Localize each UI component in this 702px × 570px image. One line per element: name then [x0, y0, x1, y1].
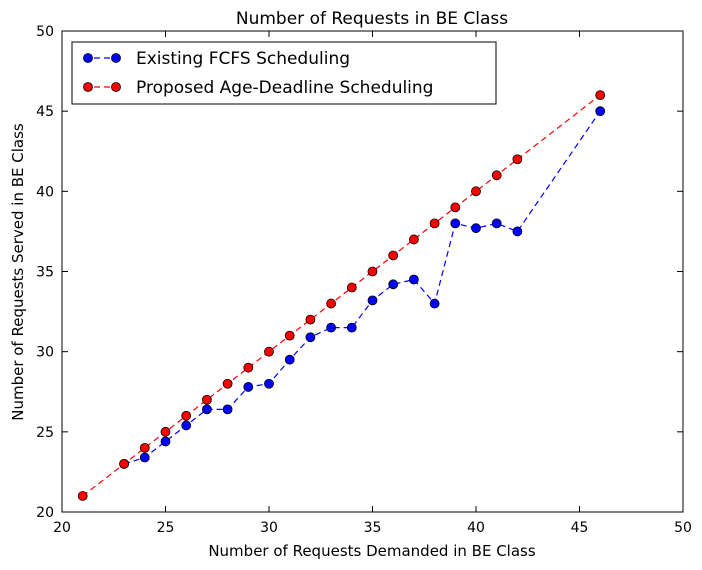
legend-label: Proposed Age-Deadline Scheduling: [136, 78, 433, 98]
data-point: [181, 420, 192, 431]
data-point: [388, 250, 399, 261]
x-tick-label: 30: [260, 520, 278, 536]
x-axis: 20 25 30 35 40 45 50: [53, 31, 692, 536]
data-point: [367, 266, 378, 277]
data-point: [471, 186, 481, 197]
x-tick-label: 45: [571, 520, 589, 536]
series-2: [77, 90, 606, 501]
legend-marker: [111, 53, 121, 63]
data-point: [595, 90, 606, 101]
legend-item: Existing FCFS Scheduling: [83, 49, 350, 69]
data-point: [160, 436, 171, 447]
legend-label: Existing FCFS Scheduling: [136, 49, 350, 69]
y-tick-label: 40: [36, 184, 54, 200]
legend: Existing FCFS Scheduling Proposed Age-Dea…: [71, 41, 497, 105]
y-tick-label: 25: [36, 425, 54, 441]
data-point: [429, 218, 440, 229]
legend-box: [71, 41, 497, 105]
data-point: [326, 298, 337, 309]
data-point: [139, 452, 150, 463]
data-point: [243, 382, 254, 392]
data-point: [491, 170, 502, 181]
data-point: [264, 346, 274, 357]
data-point: [450, 218, 461, 229]
x-tick-label: 20: [53, 520, 71, 536]
x-tick-label: 50: [674, 520, 692, 536]
y-tick-label: 35: [36, 265, 54, 281]
data-point: [264, 378, 274, 389]
data-point: [491, 218, 502, 229]
data-point: [408, 274, 419, 285]
series-layer: [77, 90, 606, 501]
y-axis-label: Number of Requests Served in BE Class: [9, 123, 27, 421]
y-tick-label: 50: [36, 24, 54, 40]
data-point: [408, 234, 419, 245]
data-point: [181, 410, 192, 421]
legend-marker: [83, 82, 93, 92]
data-point: [429, 298, 440, 309]
y-tick-label: 45: [36, 104, 54, 120]
data-point: [160, 426, 171, 437]
y-tick-label: 20: [36, 505, 54, 521]
data-point: [388, 279, 399, 290]
data-point: [512, 154, 523, 165]
data-point: [512, 226, 523, 237]
data-point: [346, 322, 357, 333]
x-tick-label: 25: [157, 520, 175, 536]
x-axis-label: Number of Requests Demanded in BE Class: [208, 542, 536, 560]
y-tick-label: 30: [36, 345, 54, 361]
data-point: [346, 282, 357, 293]
series-line: [123, 110, 601, 465]
data-point: [222, 404, 233, 415]
series-1: [119, 106, 606, 469]
data-point: [367, 295, 378, 306]
data-point: [326, 322, 337, 333]
data-point: [77, 491, 88, 501]
legend-marker: [111, 82, 121, 92]
legend-item: Proposed Age-Deadline Scheduling: [83, 78, 433, 98]
data-point: [305, 332, 316, 343]
y-axis: 20 25 30 35 40 45 50: [36, 24, 683, 521]
data-point: [119, 458, 129, 469]
x-tick-label: 35: [364, 520, 382, 536]
data-point: [201, 394, 212, 405]
series-line: [82, 94, 601, 497]
data-point: [450, 202, 461, 213]
data-point: [222, 378, 233, 389]
data-point: [284, 330, 295, 341]
data-point: [595, 106, 606, 117]
data-point: [139, 442, 150, 453]
data-point: [201, 404, 212, 415]
data-point: [284, 354, 295, 365]
data-point: [471, 223, 481, 234]
chart-title: Number of Requests in BE Class: [236, 9, 508, 29]
x-tick-label: 40: [467, 520, 485, 536]
data-point: [243, 362, 254, 373]
legend-marker: [83, 53, 93, 63]
data-point: [305, 314, 316, 325]
